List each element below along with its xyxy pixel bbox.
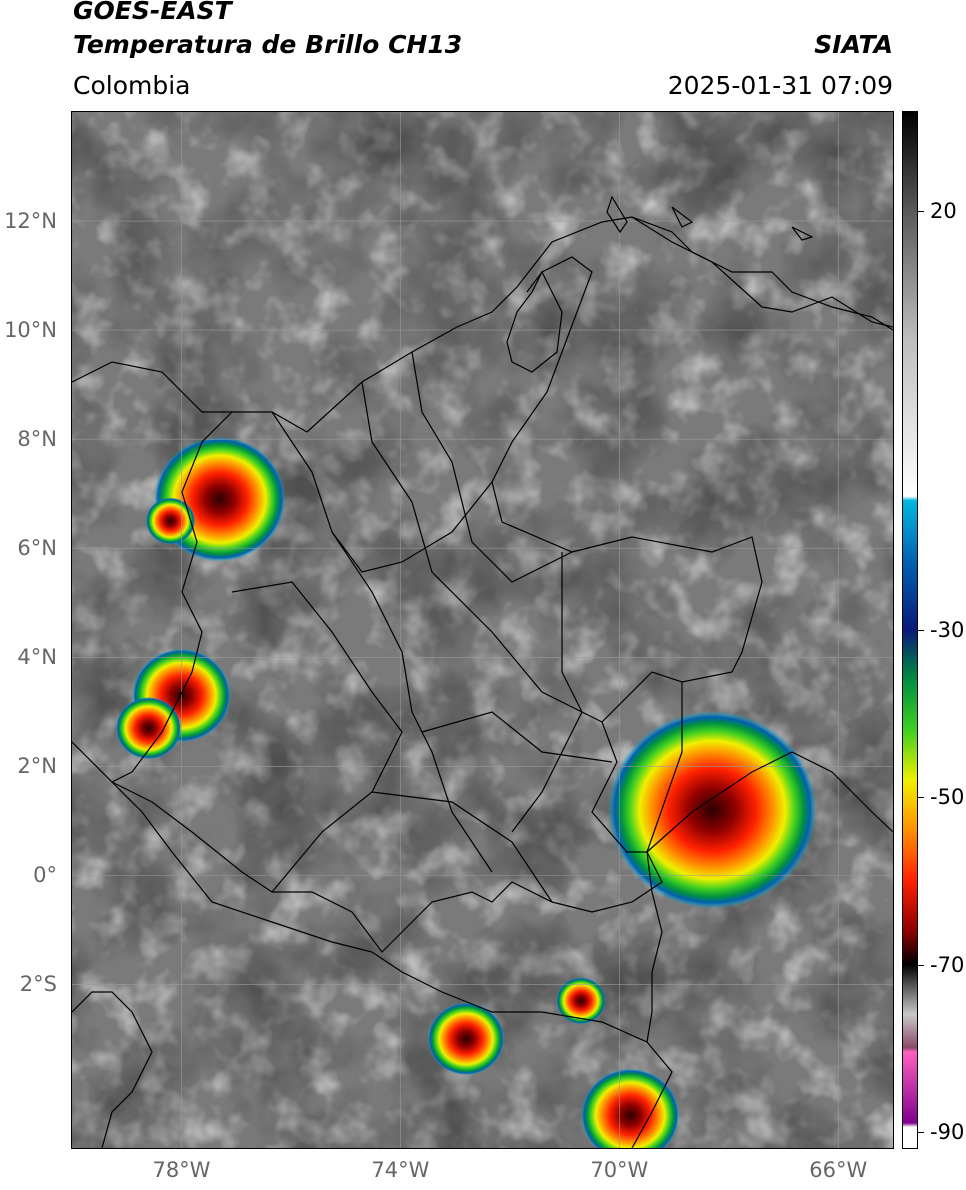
- maracaibo-lake: [506, 270, 563, 373]
- colombia-border: [72, 216, 893, 953]
- ecuador-coast: [72, 991, 153, 1148]
- lat-tick-label: 4°N: [17, 645, 57, 670]
- lat-tick-label: 12°N: [4, 209, 57, 234]
- colorbar: [902, 111, 918, 1149]
- colorbar-tick-label: 20: [930, 199, 957, 224]
- colorbar-tick-label: -70: [930, 952, 965, 977]
- department-lines-4: [231, 581, 403, 893]
- convective-cells: [115, 436, 817, 1148]
- cell-amazonas: [427, 1002, 505, 1076]
- colorbar-tick: [918, 1132, 924, 1134]
- department-lines-8: [511, 552, 583, 833]
- department-lines-5: [421, 711, 613, 763]
- satellite-map[interactable]: [71, 111, 894, 1149]
- caribbean-islands: [606, 195, 814, 241]
- region-label: Colombia: [73, 71, 191, 100]
- panama-coast: [72, 361, 232, 413]
- lat-tick-label: 2°N: [17, 754, 57, 779]
- product-title: Temperatura de Brillo CH13: [73, 30, 463, 59]
- country-borders: [72, 195, 893, 1148]
- department-lines-2: [361, 381, 603, 723]
- cell-choco-coast: [145, 497, 196, 545]
- lat-tick-label: 6°N: [17, 536, 57, 561]
- venezuela-brazil-border: [646, 751, 893, 853]
- map-canvas: [72, 112, 893, 1148]
- gridlines: [72, 112, 893, 1148]
- cell-vaupes: [608, 711, 817, 909]
- lat-tick-label: 8°N: [17, 427, 57, 452]
- colorbar-tick: [918, 797, 924, 799]
- venezuela-north-coast: [631, 216, 893, 331]
- lat-tick-label: 0°: [33, 863, 57, 888]
- organization-label: SIATA: [814, 30, 893, 59]
- timestamp-label: 2025-01-31 07:09: [667, 71, 893, 100]
- department-lines-7: [331, 481, 493, 573]
- lon-tick-label: 66°W: [809, 1158, 868, 1182]
- department-lines-3: [411, 351, 573, 583]
- lon-tick-label: 74°W: [371, 1158, 430, 1182]
- lat-tick-label: 10°N: [4, 318, 57, 343]
- colorbar-tick-label: -50: [930, 785, 965, 810]
- lon-tick-label: 70°W: [590, 1158, 649, 1182]
- cloud-texture-dark: [72, 112, 893, 1148]
- lat-tick-label: 2°S: [19, 972, 57, 997]
- colorbar-tick-label: -30: [930, 618, 965, 642]
- satellite-title: GOES-EAST: [73, 0, 232, 25]
- lon-tick-label: 78°W: [152, 1158, 211, 1182]
- department-lines-1: [271, 411, 493, 873]
- colorbar-tick: [918, 211, 924, 213]
- cell-amazonas-east: [556, 977, 606, 1025]
- department-lines-6: [371, 791, 553, 903]
- colombia-pacific-coast: [111, 411, 308, 783]
- colorbar-tick-label: -90: [930, 1120, 965, 1145]
- peru-ecuador-border: [111, 781, 673, 1148]
- cell-pacific-south: [115, 696, 182, 760]
- cell-brazil: [581, 1068, 680, 1148]
- colorbar-tick: [918, 964, 924, 966]
- colorbar-tick: [918, 630, 924, 631]
- brazil-border: [646, 851, 663, 1043]
- department-lines-9: [646, 682, 683, 853]
